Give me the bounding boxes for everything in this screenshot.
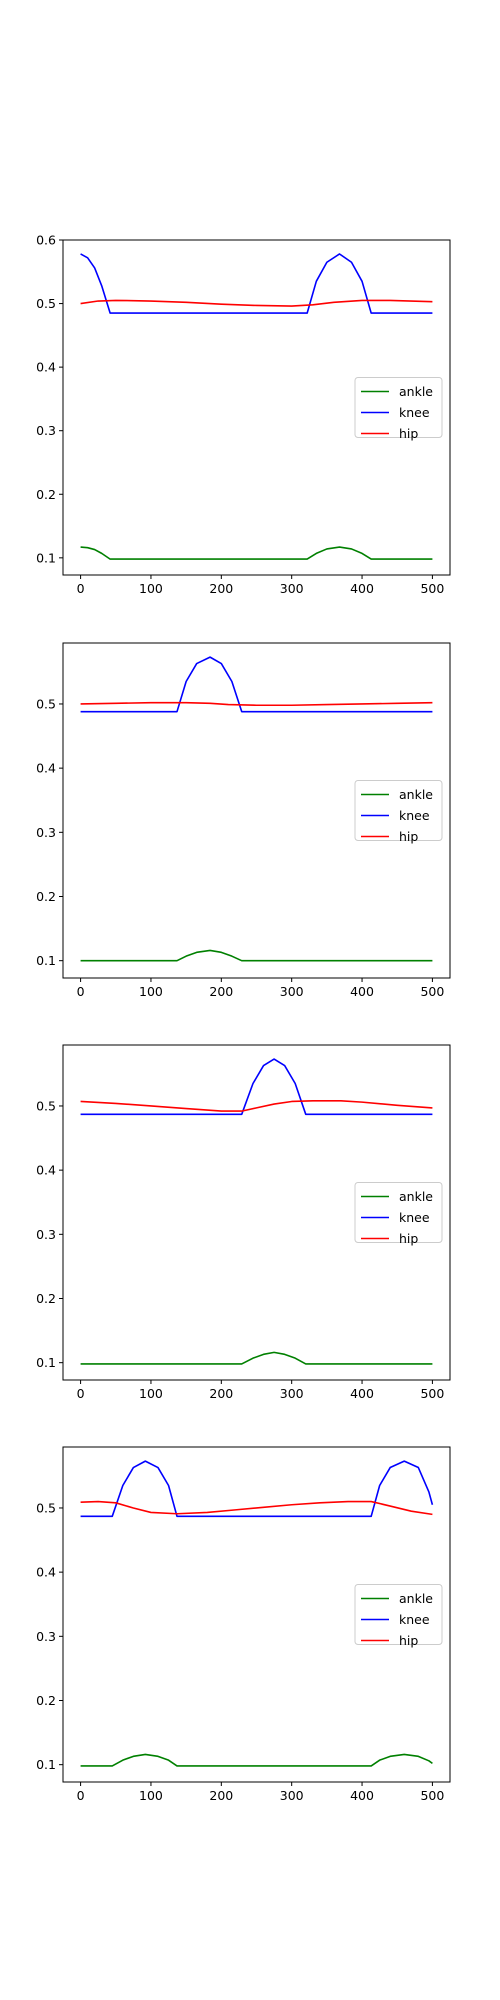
y-tick-label: 0.3 [36,1227,56,1242]
y-tick-label: 0.4 [36,1163,56,1178]
chart-panel-1: 0 100 200 300 400 500 0.1 0.2 0.3 0.4 0.5 0.6 ankle k… [36,233,451,596]
series-line-hip [80,1100,433,1112]
legend-label-ankle: ankle [399,787,433,802]
y-tick-label: 0.2 [36,1693,56,1708]
legend-label-ankle: ankle [399,1591,433,1606]
x-tick-label: 300 [280,1788,304,1803]
series-line-ankle [80,949,433,962]
x-tick-label: 500 [420,1788,444,1803]
y-tick-label: 0.1 [36,550,56,565]
chart-panel-3: 0 100 200 300 400 500 0.1 0.2 0.3 0.4 0.5 ankle knee… [36,1044,451,1401]
x-tick-label: 0 [77,581,85,596]
y-tick-label: 0.5 [36,1500,56,1515]
x-tick-label: 100 [139,581,163,596]
legend-label-knee: knee [399,1210,430,1225]
series-line-hip [80,701,433,707]
series-line-hip [80,1500,433,1516]
x-tick-label: 300 [280,581,304,596]
x-tick-label: 400 [350,984,374,999]
y-tick-label: 0.1 [36,1355,56,1370]
legend-label-knee: knee [399,808,430,823]
legend-label-hip: hip [399,829,418,844]
legend-label-ankle: ankle [399,1189,433,1204]
axes-frame [62,239,451,576]
legend-label-knee: knee [399,405,430,420]
series-line-ankle [80,1351,433,1365]
x-tick-label: 200 [209,581,233,596]
x-tick-label: 0 [77,1386,85,1401]
legend: ankle knee hip [354,1584,443,1648]
legend: ankle knee hip [354,377,443,441]
y-tick-label: 0.3 [36,825,56,840]
legend-label-hip: hip [399,1231,418,1246]
series-line-ankle [80,1753,433,1767]
legend-label-ankle: ankle [399,384,433,399]
legend: ankle knee hip [354,1182,443,1246]
axes-frame [62,1044,451,1381]
legend: ankle knee hip [354,780,443,844]
chart-panel-2: 0 100 200 300 400 500 0.1 0.2 0.3 0.4 0.5 ankle knee… [36,642,451,999]
x-tick-label: 100 [139,1386,163,1401]
y-tick-label: 0.4 [36,761,56,776]
x-tick-label: 200 [209,984,233,999]
y-tick-label: 0.6 [36,233,56,248]
x-tick-label: 400 [350,1386,374,1401]
x-tick-label: 500 [420,1386,444,1401]
y-tick-label: 0.2 [36,889,56,904]
y-tick-label: 0.3 [36,423,56,438]
legend-label-hip: hip [399,426,418,441]
legend-box [354,1182,443,1243]
y-tick-label: 0.5 [36,1098,56,1113]
legend-box [354,780,443,841]
series-line-knee [80,1460,434,1518]
legend-box [354,1584,443,1645]
y-tick-label: 0.4 [36,360,56,375]
legend-label-knee: knee [399,1612,430,1627]
y-tick-label: 0.1 [36,953,56,968]
y-tick-label: 0.2 [36,1291,56,1306]
x-tick-label: 200 [209,1788,233,1803]
y-tick-label: 0.5 [36,696,56,711]
y-tick-label: 0.1 [36,1757,56,1772]
y-tick-label: 0.2 [36,487,56,502]
series-line-knee [80,253,433,314]
legend-label-hip: hip [399,1633,418,1648]
x-tick-label: 500 [420,581,444,596]
series-line-ankle [80,546,433,560]
x-tick-label: 300 [280,984,304,999]
x-tick-label: 0 [77,984,85,999]
x-tick-label: 100 [139,1788,163,1803]
y-tick-label: 0.4 [36,1565,56,1580]
x-tick-label: 400 [350,581,374,596]
series-line-knee [80,656,433,713]
axes-frame [62,642,451,979]
legend-box [354,377,443,438]
axes-frame [62,1446,451,1783]
y-tick-label: 0.3 [36,1629,56,1644]
x-tick-label: 100 [139,984,163,999]
x-tick-label: 200 [209,1386,233,1401]
x-tick-label: 500 [420,984,444,999]
series-line-knee [80,1058,433,1116]
x-tick-label: 0 [77,1788,85,1803]
series-line-hip [80,299,433,307]
x-tick-label: 400 [350,1788,374,1803]
y-tick-label: 0.5 [36,296,56,311]
x-tick-label: 300 [280,1386,304,1401]
chart-panel-4: 0 100 200 300 400 500 0.1 0.2 0.3 0.4 0.5 ankle knee… [36,1446,451,1803]
